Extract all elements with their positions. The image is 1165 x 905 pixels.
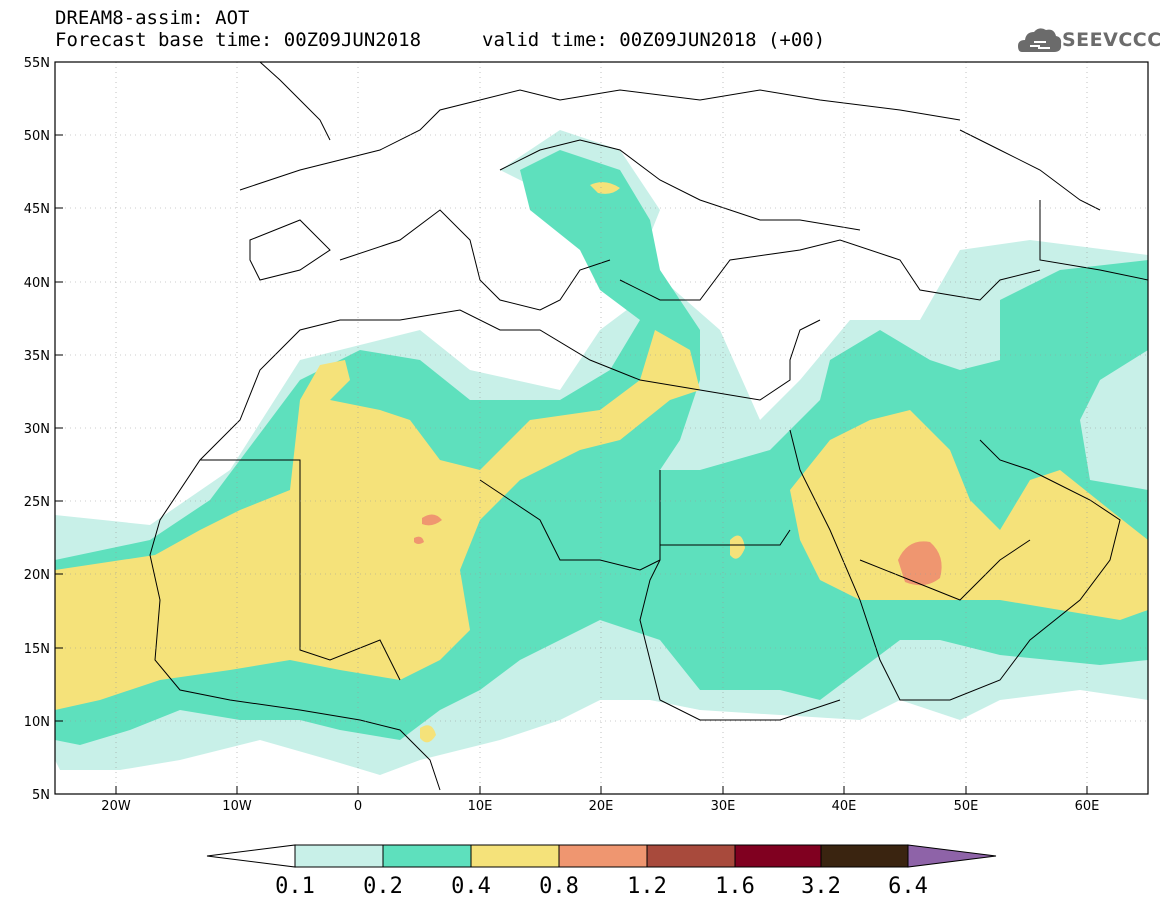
- lat-label: 20N: [24, 568, 50, 583]
- lon-label: 10W: [222, 799, 252, 810]
- colorbar-swatch: [558, 844, 648, 868]
- lat-labels: 55N 50N 45N 40N 35N 30N 25N 20N 15N 10N …: [24, 56, 50, 803]
- lat-label: 5N: [32, 788, 50, 803]
- lon-labels: 20W 10W 0 10E 20E 30E 40E 50E 60E: [101, 799, 1099, 810]
- lon-label: 30E: [711, 799, 736, 810]
- aot-band-0.4: [55, 330, 700, 710]
- aot-band-0.4: [590, 182, 620, 194]
- lat-label: 45N: [24, 202, 50, 217]
- valid-time: valid time: 00Z09JUN2018 (+00): [482, 29, 826, 51]
- colorbar-label: 1.2: [627, 874, 667, 899]
- aot-band-0.4: [420, 725, 436, 743]
- title-line2: Forecast base time: 00Z09JUN2018: [55, 29, 422, 51]
- colorbar-swatch: [294, 844, 384, 868]
- colorbar-label: 3.2: [801, 874, 841, 899]
- aot-band-0.8: [414, 536, 424, 544]
- lon-label: 10E: [468, 799, 493, 810]
- colorbar-label: 0.1: [275, 874, 315, 899]
- lat-label: 10N: [24, 715, 50, 730]
- tick-marks: [55, 61, 1088, 794]
- colorbar-swatch: [382, 844, 472, 868]
- lat-label: 30N: [24, 422, 50, 437]
- title-line1: DREAM8-assim: AOT: [55, 7, 250, 29]
- lat-label: 35N: [24, 349, 50, 364]
- cloud-logo-icon: [1018, 28, 1062, 52]
- lat-label: 15N: [24, 642, 50, 657]
- aot-fields: [55, 130, 1148, 775]
- colorbar-label: 0.4: [451, 874, 491, 899]
- colorbar-over-triangle: [907, 844, 997, 868]
- colorbar-swatch: [470, 844, 560, 868]
- colorbar-label: 0.2: [363, 874, 403, 899]
- gridlines: [55, 62, 1148, 794]
- logo-text: SEEVCCC: [1062, 29, 1162, 51]
- lat-label: 50N: [24, 129, 50, 144]
- lon-label: 60E: [1075, 799, 1100, 810]
- colorbar-label: 0.8: [539, 874, 579, 899]
- lat-label: 40N: [24, 276, 50, 291]
- colorbar-swatch: [646, 844, 736, 868]
- lon-label: 20W: [101, 799, 131, 810]
- colorbar-label: 1.6: [715, 874, 755, 899]
- colorbar-swatches: [206, 844, 997, 868]
- lon-label: 40E: [832, 799, 857, 810]
- coastlines: [149, 62, 1148, 791]
- colorbar-under-triangle: [206, 844, 296, 868]
- aot-map: 55N 50N 45N 40N 35N 30N 25N 20N 15N 10N …: [24, 56, 1149, 810]
- lat-label: 55N: [24, 56, 50, 71]
- lon-label: 20E: [589, 799, 614, 810]
- colorbar-swatch: [820, 844, 909, 868]
- lon-label: 50E: [954, 799, 979, 810]
- colorbar-labels: 0.1 0.2 0.4 0.8 1.2 1.6 3.2 6.4: [275, 874, 928, 899]
- lat-label: 25N: [24, 495, 50, 510]
- lon-label: 0: [354, 799, 362, 810]
- colorbar-swatch: [734, 844, 822, 868]
- aot-band-0.8: [422, 514, 442, 526]
- colorbar-label: 6.4: [888, 874, 928, 899]
- aot-band-0.4: [730, 535, 745, 559]
